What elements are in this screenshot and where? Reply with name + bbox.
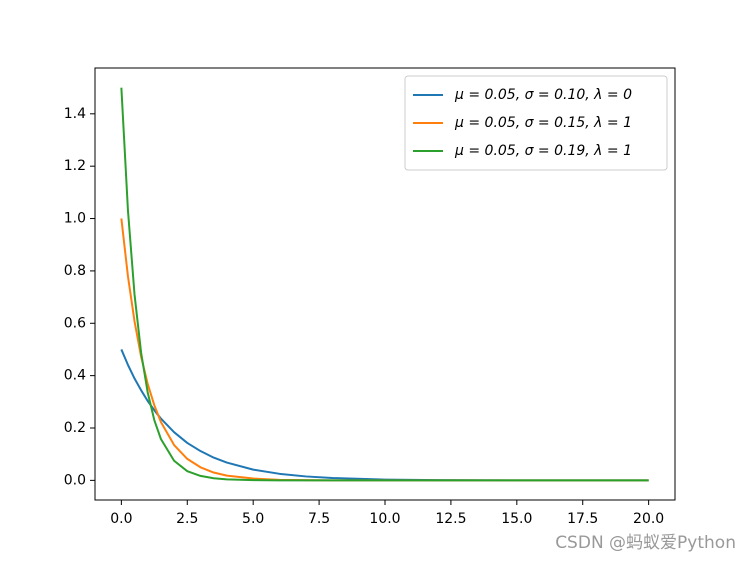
watermark: CSDN @蚂蚁爱Python bbox=[555, 533, 736, 553]
x-tick-label: 2.5 bbox=[176, 511, 198, 527]
x-tick-label: 17.5 bbox=[567, 511, 598, 527]
x-tick-label: 0.0 bbox=[110, 511, 132, 527]
y-tick-label: 1.4 bbox=[64, 106, 86, 122]
legend-box bbox=[404, 75, 668, 171]
plot-frame bbox=[94, 67, 676, 501]
x-tick-label: 7.5 bbox=[308, 511, 330, 527]
x-tick-label: 5.0 bbox=[242, 511, 264, 527]
x-tick-label: 20.0 bbox=[633, 511, 664, 527]
x-tick-label: 12.5 bbox=[435, 511, 466, 527]
y-tick-label: 0.2 bbox=[64, 420, 86, 436]
y-tick-label: 0.0 bbox=[64, 472, 86, 488]
line-series bbox=[120, 218, 649, 482]
y-tick-label: 0.8 bbox=[64, 263, 86, 279]
x-tick-label: 15.0 bbox=[501, 511, 532, 527]
legend-label: μ = 0.05, σ = 0.15, λ = 1 bbox=[454, 115, 632, 131]
x-tick-label: 10.0 bbox=[369, 511, 400, 527]
y-tick-label: 0.6 bbox=[64, 315, 86, 331]
y-tick-label: 1.2 bbox=[64, 158, 86, 174]
y-tick-label: 1.0 bbox=[64, 211, 86, 227]
y-tick-label: 0.4 bbox=[64, 368, 86, 384]
line-series bbox=[120, 87, 649, 482]
legend-label: μ = 0.05, σ = 0.19, λ = 1 bbox=[454, 143, 632, 159]
legend-label: μ = 0.05, σ = 0.10, λ = 0 bbox=[454, 87, 632, 103]
line-series bbox=[120, 349, 649, 482]
